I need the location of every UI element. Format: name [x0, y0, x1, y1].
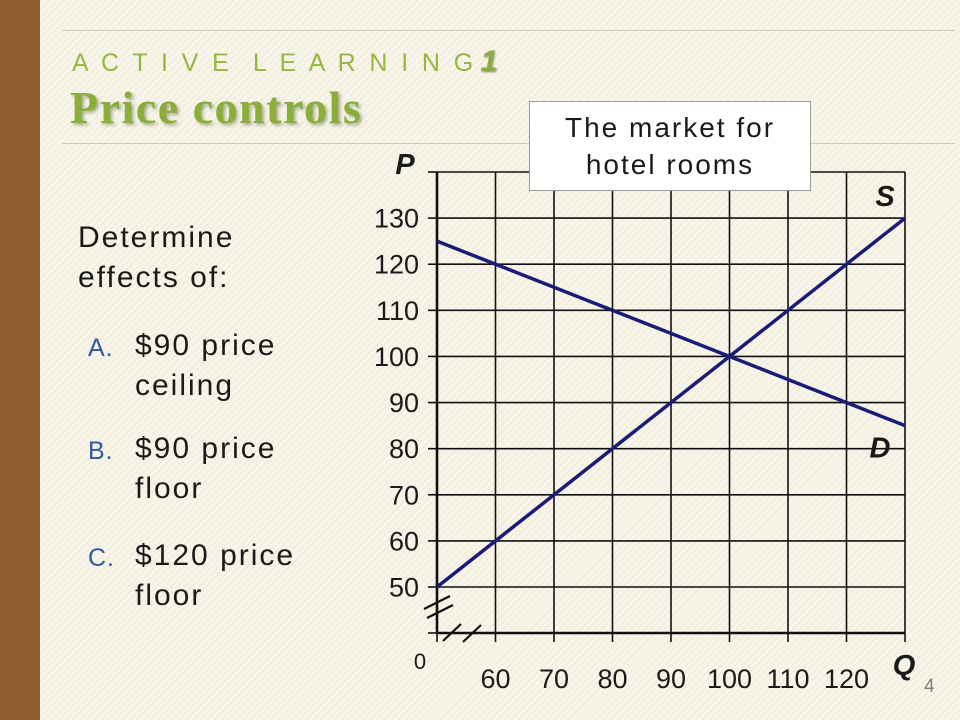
axis-break-mark: [442, 623, 462, 642]
axis-break-mark: [423, 595, 451, 610]
y-tick-label: 130: [374, 204, 419, 234]
x-tick-label: 110: [766, 664, 809, 694]
item-label: A.: [88, 334, 114, 362]
y-tick-label: 60: [389, 526, 419, 556]
supply-curve-label: S: [875, 181, 895, 213]
demand-curve: [436, 239, 906, 428]
origin-label: 0: [414, 649, 426, 674]
y-tick-label: 120: [374, 250, 419, 280]
y-tick-label: 90: [389, 388, 419, 418]
y-axis-label: P: [395, 149, 415, 181]
item-text: $120 price floor: [135, 539, 296, 612]
y-tick-label: 110: [376, 296, 419, 326]
list-item: A. $90 price ceiling: [88, 326, 338, 406]
chart-grid: [428, 171, 906, 642]
x-tick-label: 100: [707, 664, 752, 694]
y-tick-label: 80: [389, 434, 419, 464]
kicker-text: A C T I V E L E A R N I N G: [72, 49, 477, 77]
supply-curve: [435, 216, 907, 589]
x-axis-break: [442, 623, 482, 643]
demand-curve-label: D: [870, 433, 891, 465]
y-tick-label: 100: [374, 342, 419, 372]
x-tick-label: 60: [480, 664, 510, 694]
chart-labels: P Q 0 50 60 70 80 90 100 110 120 130 60 70 80 90 100 1…: [374, 149, 916, 694]
y-axis-break: [423, 595, 454, 619]
chart-title-box: The market for hotel rooms: [529, 101, 811, 191]
prompt-text: Determine effects of:: [78, 221, 235, 294]
chart-series: [435, 216, 907, 589]
item-text: $90 price floor: [135, 432, 277, 505]
top-rule: [62, 30, 955, 31]
item-text: $90 price ceiling: [135, 329, 277, 402]
x-tick-label: 70: [539, 664, 569, 694]
item-label: C.: [88, 544, 115, 572]
y-tick-label: 70: [389, 480, 419, 510]
x-tick-label: 120: [824, 664, 869, 694]
y-tick-label: 50: [389, 573, 419, 603]
kicker-number: 1: [480, 45, 498, 78]
list-item: B. $90 price floor: [88, 429, 338, 509]
slide-title: Price controls: [70, 82, 363, 133]
title-rule: [62, 143, 955, 144]
x-tick-label: 90: [656, 664, 686, 694]
x-tick-label: 80: [597, 664, 627, 694]
item-label: B.: [88, 437, 114, 465]
axis-break-mark: [426, 604, 454, 619]
list-item: C. $120 price floor: [88, 536, 338, 616]
x-axis-label: Q: [893, 650, 916, 682]
page-number: 4: [924, 676, 935, 697]
chart-title: The market for hotel rooms: [564, 112, 776, 180]
axis-break-mark: [462, 624, 482, 643]
left-accent-bar: [0, 0, 40, 720]
